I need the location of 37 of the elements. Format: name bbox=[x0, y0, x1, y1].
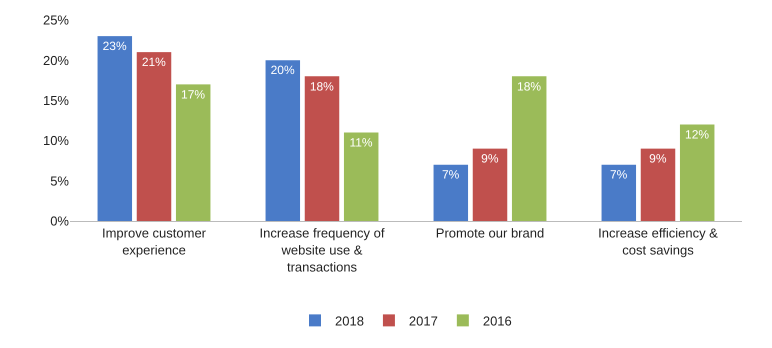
data-label: 11% bbox=[349, 136, 373, 150]
data-label: 18% bbox=[310, 79, 334, 94]
data-label: 18% bbox=[517, 79, 542, 94]
bar bbox=[98, 36, 132, 221]
data-label: 7% bbox=[610, 168, 628, 182]
x-tick-label: Promote our brand bbox=[436, 226, 544, 241]
bar bbox=[344, 132, 378, 221]
bar bbox=[472, 148, 508, 221]
data-label: 9% bbox=[649, 152, 667, 166]
bar bbox=[680, 124, 714, 221]
y-tick-label: 5% bbox=[50, 173, 70, 188]
x-tick-label: Increase efficiency & cost savings bbox=[598, 226, 718, 258]
legend-label: 2016 bbox=[482, 313, 512, 328]
bar bbox=[136, 52, 172, 221]
bar bbox=[304, 76, 340, 221]
data-label: 23% bbox=[102, 39, 127, 54]
x-tick-label: Increase frequency of website use & transactions bbox=[259, 226, 385, 274]
y-tick-label: 20% bbox=[42, 52, 70, 68]
data-label: 21% bbox=[142, 55, 166, 70]
data-label: 12% bbox=[685, 128, 710, 142]
y-tick-label: 25% bbox=[42, 12, 70, 28]
bar bbox=[176, 84, 210, 221]
data-label: 9% bbox=[481, 152, 499, 166]
bar bbox=[512, 76, 546, 221]
data-label: 17% bbox=[181, 87, 206, 102]
bar bbox=[266, 60, 300, 221]
data-label: 20% bbox=[270, 63, 295, 78]
y-tick-label: 15% bbox=[42, 92, 70, 108]
legend-label: 2018 bbox=[335, 313, 364, 328]
data-label: 7% bbox=[442, 168, 460, 182]
legend-label: 2017 bbox=[408, 313, 438, 328]
bar bbox=[602, 164, 636, 221]
bar bbox=[434, 164, 468, 221]
y-tick-label: 10% bbox=[42, 133, 70, 148]
bar bbox=[640, 148, 676, 221]
x-tick-label: Improve customer experience bbox=[102, 226, 207, 258]
y-tick-label: 0% bbox=[50, 214, 70, 229]
